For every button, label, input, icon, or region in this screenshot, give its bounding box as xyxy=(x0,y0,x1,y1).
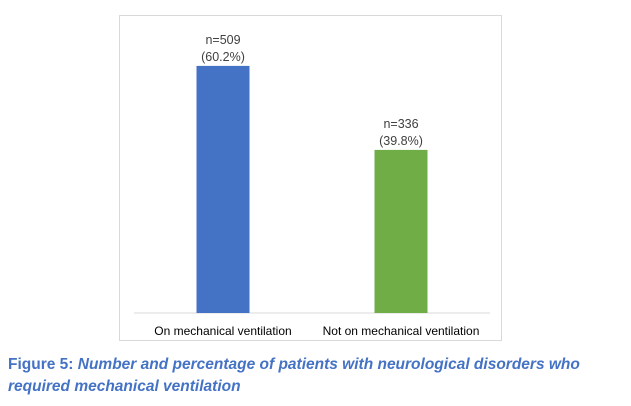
bar-chart: n=509 (60.2%) On mechanical ventilation n=3… xyxy=(134,33,490,338)
bar-2 xyxy=(374,149,428,313)
data-label-1-line-1: n=509 xyxy=(205,33,240,47)
data-label-2-line-1: n=336 xyxy=(383,117,418,131)
caption-text: Number and percentage of patients with n… xyxy=(8,356,580,395)
chart-frame xyxy=(119,15,502,341)
data-label-2-line-2: (39.8%) xyxy=(379,134,423,148)
data-label-1-line-2: (60.2%) xyxy=(201,50,245,64)
category-label-2: Not on mechanical ventilation xyxy=(323,324,480,338)
bar-1 xyxy=(196,65,250,314)
figure-caption: Figure 5: Number and percentage of patie… xyxy=(8,354,628,398)
category-label-1: On mechanical ventilation xyxy=(154,324,291,338)
caption-lead: Figure 5: xyxy=(8,356,78,373)
